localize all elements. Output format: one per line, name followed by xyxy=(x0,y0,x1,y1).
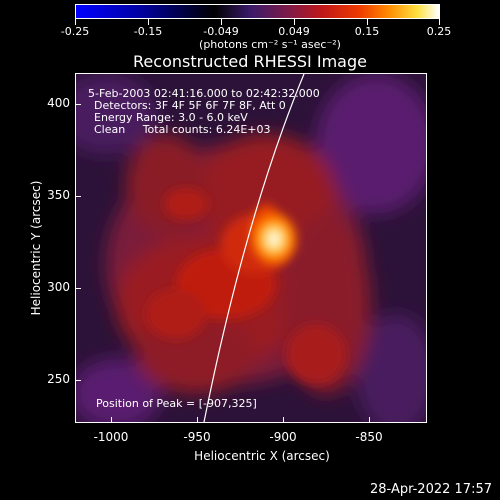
y-tick xyxy=(75,196,81,197)
x-tick xyxy=(111,417,112,423)
solar-limb-line xyxy=(203,74,305,422)
colorbar-tick-label: 0.15 xyxy=(354,25,380,38)
colorbar xyxy=(75,4,440,19)
method-counts-text: Clean Total counts: 6.24E+03 xyxy=(94,123,271,136)
y-tick xyxy=(75,288,81,289)
x-tick xyxy=(197,417,198,423)
x-tick xyxy=(283,417,284,423)
colorbar-tick xyxy=(367,19,368,25)
colorbar-tick-label: -0.049 xyxy=(203,25,239,38)
time-range-text: 5-Feb-2003 02:41:16.000 to 02:42:32.000 xyxy=(88,87,320,100)
x-axis-label: Heliocentric X (arcsec) xyxy=(194,449,330,463)
energy-range-text: Energy Range: 3.0 - 6.0 keV xyxy=(94,111,248,124)
colorbar-tick-label: 0.25 xyxy=(426,25,452,38)
x-tick xyxy=(369,417,370,423)
colorbar-units: (photons cm⁻² s⁻¹ asec⁻²) xyxy=(199,38,341,51)
colorbar-tick xyxy=(221,19,222,25)
plot-title: Reconstructed RHESSI Image xyxy=(133,52,367,71)
heatmap-image xyxy=(76,74,426,422)
colorbar-tick-label: -0.25 xyxy=(60,25,90,38)
y-tick-label: 400 xyxy=(47,96,70,110)
colorbar-tick-label: -0.15 xyxy=(133,25,163,38)
colorbar-tick xyxy=(75,19,76,25)
colorbar-tick xyxy=(439,19,440,25)
y-tick-label: 250 xyxy=(47,372,70,386)
y-tick-label: 350 xyxy=(47,188,70,202)
y-axis-label: Heliocentric Y (arcsec) xyxy=(29,180,43,316)
colorbar-tick xyxy=(148,19,149,25)
detectors-text: Detectors: 3F 4F 5F 6F 7F 8F, Att 0 xyxy=(94,99,286,112)
x-tick-label: -900 xyxy=(269,430,297,444)
peak-position-text: Position of Peak = [-907,325] xyxy=(96,397,257,410)
date-stamp: 28-Apr-2022 17:57 xyxy=(370,482,492,497)
x-tick-label: -850 xyxy=(355,430,383,444)
x-tick-label: -950 xyxy=(183,430,211,444)
colorbar-tick xyxy=(294,19,295,25)
y-tick xyxy=(75,104,81,105)
y-tick xyxy=(75,380,81,381)
y-tick-label: 300 xyxy=(47,280,70,294)
heatmap-plot: 5-Feb-2003 02:41:16.000 to 02:42:32.000 … xyxy=(75,73,427,423)
colorbar-tick-label: 0.049 xyxy=(278,25,310,38)
x-tick-label: -1000 xyxy=(93,430,129,444)
